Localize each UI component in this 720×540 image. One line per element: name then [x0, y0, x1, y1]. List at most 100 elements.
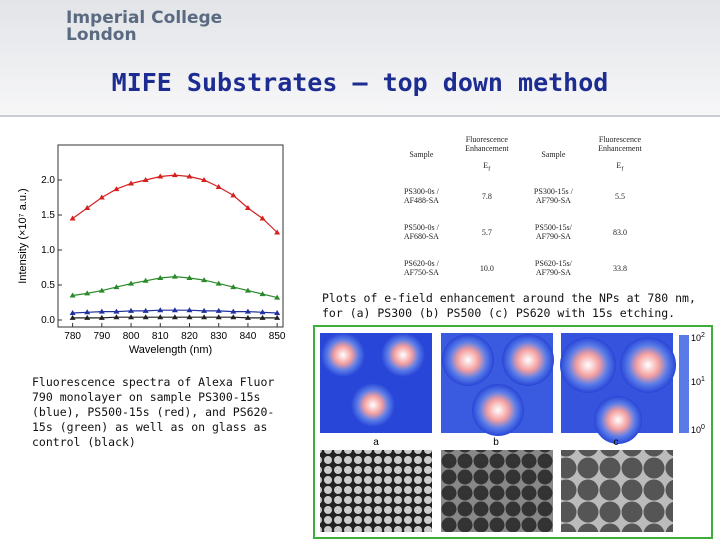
marker: [84, 205, 91, 210]
exponent: 1: [701, 376, 705, 383]
header-text: Sample: [541, 149, 566, 159]
marker: [215, 184, 222, 189]
header-cell: Sample: [524, 130, 583, 178]
marker: [113, 186, 120, 192]
marker: [84, 309, 91, 315]
marker: [171, 314, 178, 320]
header-text: Fluorescence Enhancement: [465, 135, 509, 154]
header-text: Fluorescence Enhancement: [598, 135, 642, 154]
heatmap-b: [441, 333, 554, 436]
marker: [128, 180, 135, 186]
marker: [230, 308, 237, 314]
marker: [201, 314, 208, 320]
y-tick-label: 0.5: [41, 280, 55, 291]
slide-title: MIFE Substrates – top down method: [111, 68, 609, 97]
colorbar-label: 100: [691, 424, 705, 435]
marker: [230, 192, 237, 198]
panel-label: b: [493, 437, 499, 448]
table-cell: 33.8: [612, 263, 627, 273]
table-cell: 5.5: [614, 191, 625, 201]
marker: [186, 173, 193, 179]
heatmap-c: [560, 333, 676, 444]
marker: [274, 314, 281, 320]
table-row: PS500-0s / AF680-SA 5.7 PS500-15s/ AF790-S…: [393, 214, 657, 250]
marker: [84, 314, 91, 320]
marker: [69, 292, 76, 298]
marker: [186, 314, 193, 320]
marker: [157, 307, 164, 313]
header: [0, 0, 720, 117]
marker: [244, 314, 251, 320]
marker: [215, 280, 222, 286]
marker: [171, 273, 178, 279]
marker: [186, 275, 193, 280]
exponent: 2: [701, 332, 705, 339]
sem-b: [441, 450, 553, 532]
symbol: Ef: [586, 161, 654, 173]
y-tick-label: 1.5: [41, 210, 55, 221]
marker: [113, 308, 120, 314]
spectra-caption: Fluorescence spectra of Alexa Fluor 790 …: [32, 375, 275, 449]
panel-label: c: [614, 437, 619, 448]
marker: [142, 177, 149, 182]
marker: [171, 307, 178, 313]
header-cell: Fluorescence Enhancement Ef: [450, 130, 524, 178]
table-cell: PS300-15s / AF790-SA: [533, 187, 573, 205]
marker: [244, 308, 251, 314]
marker: [98, 287, 105, 293]
heatmap-a: [320, 333, 432, 433]
plot-area: [57, 144, 284, 328]
x-tick-label: 790: [93, 331, 110, 342]
marker: [98, 308, 105, 314]
x-tick-label: 840: [240, 331, 257, 342]
marker: [128, 280, 135, 286]
table-cell: PS300-0s / AF488-SA: [403, 187, 439, 205]
enhancement-table: Sample Fluorescence Enhancement Ef Sample Fl…: [393, 130, 657, 286]
x-tick-label: 830: [210, 331, 227, 342]
table-row: PS300-0s / AF488-SA 7.8 PS300-15s / AF790-…: [393, 178, 657, 214]
marker: [84, 290, 91, 296]
marker: [98, 194, 105, 200]
symbol-text: E: [483, 161, 489, 171]
sem-a: [320, 450, 432, 532]
table-cell: 7.8: [481, 191, 492, 201]
table-cell: 83.0: [612, 227, 627, 237]
header-cell: Sample: [393, 130, 450, 178]
marker: [259, 291, 266, 297]
marker: [215, 314, 222, 320]
marker: [186, 307, 193, 313]
marker: [69, 314, 76, 320]
sem-c: [561, 450, 673, 532]
marker: [201, 277, 208, 283]
y-tick-label: 2.0: [41, 175, 55, 186]
marker: [274, 310, 281, 315]
x-tick-label: 810: [152, 331, 169, 342]
marker: [259, 215, 266, 221]
table-cell: PS500-15s/ AF790-SA: [534, 223, 572, 241]
marker: [128, 307, 135, 313]
marker: [244, 287, 251, 293]
logo-line: London: [66, 25, 137, 45]
marker: [113, 314, 120, 320]
base: 10: [691, 333, 701, 343]
marker: [157, 314, 164, 320]
marker: [142, 277, 149, 283]
exponent: 0: [701, 424, 705, 431]
y-axis-label: Intensity (×10⁷ a.u.): [17, 188, 29, 283]
marker: [69, 215, 76, 221]
x-tick-label: 820: [181, 331, 198, 342]
subscript: f: [488, 165, 491, 173]
table-row: PS620-0s / AF750-SA 10.0 PS620-15s/ AF790-…: [393, 250, 657, 286]
base: 10: [691, 377, 701, 387]
marker: [201, 307, 208, 313]
y-tick-label: 1.0: [41, 245, 55, 256]
marker: [274, 294, 281, 300]
panel-label: a: [373, 437, 379, 448]
colorbar-label: 102: [691, 332, 705, 343]
series-line: [72, 275, 278, 299]
table-cell: PS500-0s / AF680-SA: [403, 223, 439, 241]
header-cell: Fluorescence Enhancement Ef: [583, 130, 657, 178]
x-tick-label: 800: [123, 331, 140, 342]
marker: [230, 284, 237, 290]
